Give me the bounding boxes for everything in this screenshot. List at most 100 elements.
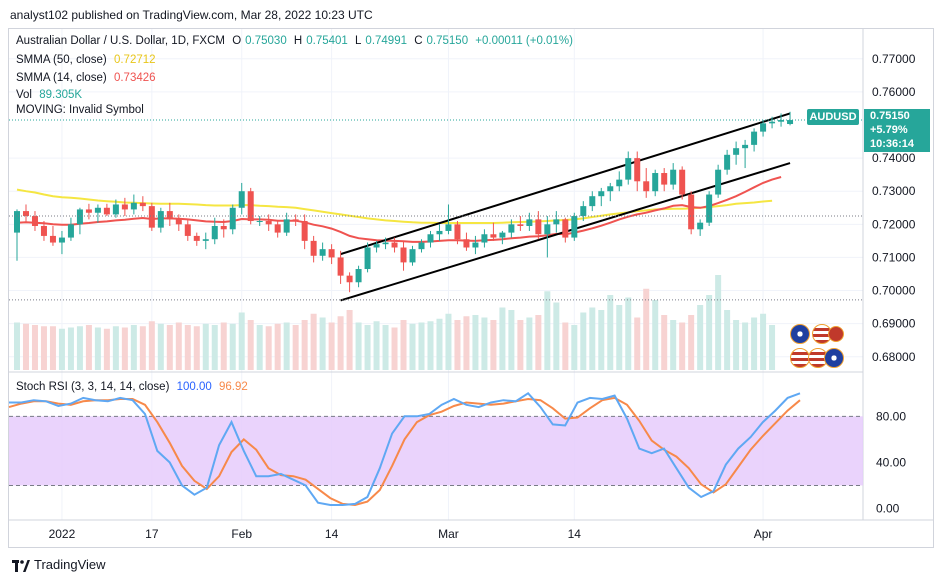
event-flag-icon[interactable] <box>828 326 844 342</box>
price-tick-label: 0.69000 <box>872 317 916 331</box>
candle-body <box>139 202 146 207</box>
candle-body <box>157 211 164 228</box>
stoch-d-value: 96.92 <box>219 381 248 393</box>
candle-body <box>22 211 29 217</box>
trend-channel-upper <box>340 112 791 256</box>
smma50-path <box>16 188 773 224</box>
time-tick-label: Feb <box>231 527 252 541</box>
volume-bar <box>346 310 353 370</box>
legend-smma14[interactable]: SMMA (14, close) 0.73426 <box>16 72 160 84</box>
candle-body <box>481 234 488 243</box>
price-tick-label: 0.74000 <box>872 151 916 165</box>
candle-body <box>544 224 551 235</box>
volume-bar <box>562 322 569 370</box>
time-tick-label: Mar <box>438 527 459 541</box>
candle-body <box>382 242 389 245</box>
volume-bar <box>517 320 524 370</box>
price-axis: 0.77000 0.76000 0.74000 0.73000 0.72000 0.710… <box>872 52 916 516</box>
smma50-label: SMMA (50, close) <box>16 54 107 66</box>
tradingview-logo-icon <box>12 559 30 572</box>
candle-body <box>652 173 659 192</box>
volume-bar <box>499 307 506 370</box>
candle <box>742 139 749 169</box>
candle-body <box>517 224 524 226</box>
time-tick-label: 2022 <box>49 527 76 541</box>
candle <box>301 214 308 250</box>
legend-stoch-rsi[interactable]: Stoch RSI (3, 3, 14, 14, close) 100.00 9… <box>16 381 252 393</box>
candle <box>715 164 722 198</box>
candle-body <box>454 224 461 240</box>
time-axis: 2022 17 Feb 14 Mar 14 Apr <box>9 519 934 541</box>
candle <box>643 168 650 198</box>
candle-body <box>58 237 65 243</box>
event-flag-icon[interactable] <box>790 324 810 344</box>
volume-bar <box>418 322 425 370</box>
smma14-label: SMMA (14, close) <box>16 72 107 84</box>
volume-bar <box>14 322 20 370</box>
volume-bar <box>634 317 641 370</box>
legend-smma50[interactable]: SMMA (50, close) 0.72712 <box>16 54 160 66</box>
volume-bar <box>607 295 614 370</box>
candle-body <box>499 232 506 238</box>
candle-body <box>14 211 20 233</box>
candle-body <box>211 225 218 240</box>
candle-body <box>175 219 182 225</box>
volume-bar <box>670 320 677 370</box>
candle <box>760 120 767 137</box>
moving-label: MOVING: Invalid Symbol <box>16 104 144 116</box>
stoch-tick-label: 40.00 <box>876 455 906 469</box>
candle-body <box>274 224 281 233</box>
candle-body <box>310 240 317 256</box>
candle <box>76 207 83 235</box>
tradingview-footer[interactable]: TradingView <box>12 557 106 572</box>
candle <box>688 191 695 235</box>
candle <box>220 219 227 238</box>
candle-body <box>625 158 632 180</box>
candle <box>589 191 596 212</box>
candle-body <box>508 224 515 233</box>
price-tick-label: 0.71000 <box>872 250 916 264</box>
candle-body <box>319 249 326 256</box>
candle <box>139 196 146 212</box>
candle-body <box>373 244 380 248</box>
volume-bar <box>337 316 344 370</box>
smma50-line <box>16 188 773 224</box>
volume-bar <box>481 317 488 370</box>
candle <box>490 222 497 241</box>
candle-body <box>724 154 731 170</box>
candle <box>319 242 326 261</box>
economic-events[interactable] <box>790 324 844 370</box>
candle-body <box>202 239 209 241</box>
volume-bar <box>319 317 326 370</box>
candle <box>481 229 488 248</box>
volume-bar <box>112 326 119 370</box>
volume-bar <box>202 323 209 370</box>
time-tick-label: 17 <box>145 527 159 541</box>
candle-body <box>418 242 425 250</box>
volume-bar <box>625 297 632 370</box>
volume-bar <box>373 321 380 370</box>
volume-bar <box>274 323 281 370</box>
volume-bar <box>472 315 479 370</box>
candle-body <box>193 235 200 241</box>
event-flag-icon[interactable] <box>790 348 810 368</box>
candle <box>544 216 551 258</box>
stoch-overbought-oversold-band <box>9 416 863 486</box>
volume-bar <box>751 317 758 370</box>
time-tick-label: 14 <box>568 527 582 541</box>
legend-moving[interactable]: MOVING: Invalid Symbol <box>16 104 148 116</box>
volume-bar <box>76 326 83 370</box>
volume-bar <box>103 328 110 370</box>
candle-body <box>445 224 452 231</box>
candle-body <box>346 275 353 283</box>
candle-body <box>220 225 227 230</box>
high-label: H <box>293 35 303 47</box>
candle-body <box>688 194 695 230</box>
candle-body <box>472 242 479 248</box>
event-flag-icon[interactable] <box>824 348 844 368</box>
candle <box>454 221 461 245</box>
legend-volume[interactable]: Vol 89.305K <box>16 89 86 101</box>
candle-body <box>247 191 254 222</box>
volume-bar <box>94 327 101 370</box>
